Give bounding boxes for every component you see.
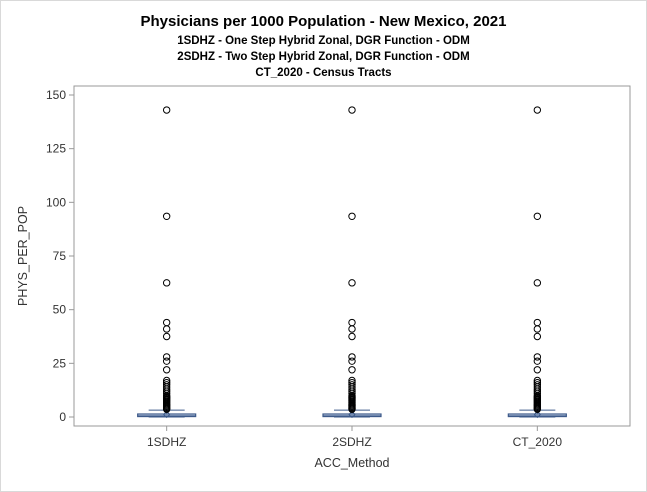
mean-marker bbox=[533, 410, 542, 419]
box-iqr bbox=[137, 413, 197, 418]
outlier-point bbox=[348, 279, 356, 287]
y-axis-label: PHYS_PER_POP bbox=[16, 206, 30, 306]
chart-subtitle-2: 2SDHZ - Two Step Hybrid Zonal, DGR Funct… bbox=[177, 51, 470, 63]
outlier-point bbox=[348, 325, 356, 333]
outlier-point bbox=[348, 106, 356, 114]
outlier-point bbox=[533, 332, 542, 341]
outlier-point bbox=[162, 106, 171, 114]
chart-subtitle-1: 1SDHZ - One Step Hybrid Zonal, DGR Funct… bbox=[177, 35, 470, 47]
outlier-point bbox=[533, 212, 542, 220]
chart-subtitle-3: CT_2020 - Census Tracts bbox=[255, 67, 392, 79]
outlier-point bbox=[533, 279, 542, 287]
y-tick-label: 125 bbox=[46, 142, 66, 156]
y-tick-label: 50 bbox=[53, 303, 67, 317]
outlier-point bbox=[348, 357, 356, 365]
x-tick-label: 1SDHZ bbox=[147, 435, 186, 449]
outlier-point bbox=[162, 405, 171, 413]
y-tick-label: 100 bbox=[46, 195, 66, 209]
outlier-point bbox=[348, 332, 356, 341]
box-group bbox=[137, 106, 197, 419]
box-iqr bbox=[322, 413, 382, 418]
outlier-point bbox=[348, 212, 356, 220]
box-iqr bbox=[507, 413, 567, 418]
x-tick-label: 2SDHZ bbox=[332, 435, 371, 449]
plot-area bbox=[73, 85, 631, 427]
outlier-point bbox=[162, 357, 171, 365]
outlier-point bbox=[348, 366, 356, 374]
y-tick-label: 75 bbox=[53, 249, 67, 263]
outlier-point bbox=[162, 353, 171, 361]
boxes bbox=[137, 106, 567, 419]
y-tick-label: 0 bbox=[59, 410, 66, 424]
outlier-point bbox=[533, 106, 542, 114]
outlier-point bbox=[162, 212, 171, 220]
outlier-point bbox=[162, 279, 171, 287]
outlier-point bbox=[533, 353, 542, 361]
outlier-point bbox=[162, 366, 171, 374]
outlier-point bbox=[348, 405, 356, 413]
box-group bbox=[507, 106, 567, 419]
outlier-point bbox=[162, 332, 171, 341]
y-axis: 0 25 50 75 100 125 150 bbox=[46, 88, 74, 424]
x-axis: 1SDHZ 2SDHZ CT_2020 bbox=[147, 426, 562, 449]
x-tick-label: CT_2020 bbox=[513, 435, 563, 449]
outlier-point bbox=[533, 366, 542, 374]
outlier-point bbox=[348, 353, 356, 361]
chart-title: Physicians per 1000 Population - New Mex… bbox=[140, 13, 507, 30]
outlier-point bbox=[533, 405, 542, 413]
box-group bbox=[322, 106, 382, 419]
mean-marker bbox=[162, 410, 171, 419]
y-tick-label: 25 bbox=[53, 356, 67, 370]
x-axis-label: ACC_Method bbox=[314, 456, 389, 470]
outlier-point bbox=[162, 325, 171, 333]
mean-marker bbox=[348, 410, 356, 419]
y-tick-label: 150 bbox=[46, 88, 66, 102]
outlier-point bbox=[533, 325, 542, 333]
outlier-point bbox=[533, 357, 542, 365]
